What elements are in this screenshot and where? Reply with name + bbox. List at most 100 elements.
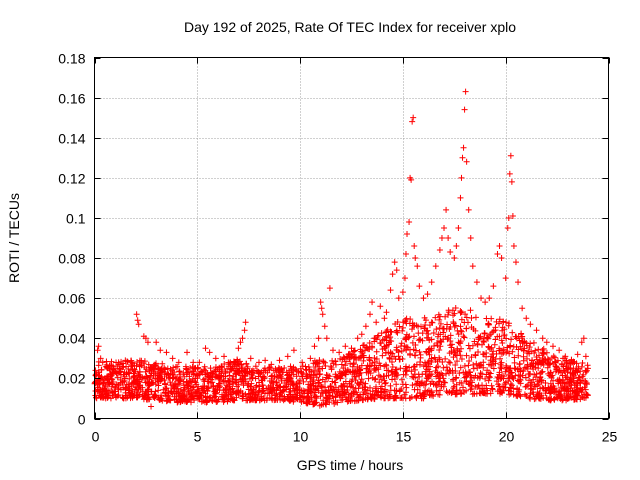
data-point <box>436 324 443 331</box>
data-point <box>505 387 512 394</box>
data-point <box>381 380 388 387</box>
data-point <box>435 311 442 318</box>
data-point <box>419 380 426 387</box>
y-tick-label: 0.06 <box>58 291 85 307</box>
data-point <box>185 388 192 395</box>
data-point <box>400 319 407 326</box>
data-point <box>349 397 356 404</box>
data-point <box>567 370 574 377</box>
data-point <box>158 376 165 383</box>
data-point <box>556 377 563 384</box>
data-point <box>444 367 451 374</box>
data-point <box>275 374 282 381</box>
data-point <box>545 356 552 363</box>
data-point <box>463 371 470 378</box>
data-point <box>198 398 205 405</box>
data-point <box>379 352 386 359</box>
data-point <box>452 322 459 329</box>
data-point <box>582 353 589 360</box>
data-point <box>366 356 373 363</box>
data-point <box>358 376 365 383</box>
data-point <box>493 378 500 385</box>
data-point <box>221 353 228 360</box>
data-point <box>516 337 523 344</box>
data-point <box>315 387 322 394</box>
data-point <box>244 370 251 377</box>
data-point <box>349 376 356 383</box>
data-point <box>320 397 327 404</box>
data-point <box>399 289 406 296</box>
data-point <box>474 340 481 347</box>
data-point <box>417 351 424 358</box>
data-point <box>466 358 473 365</box>
data-point <box>520 339 527 346</box>
data-point <box>516 360 523 367</box>
data-point <box>551 389 558 396</box>
data-point <box>313 359 320 366</box>
data-point <box>214 386 221 393</box>
data-point <box>139 374 146 381</box>
data-point <box>574 369 581 376</box>
data-point <box>130 374 137 381</box>
data-point <box>152 375 159 382</box>
data-point <box>417 323 424 330</box>
data-point <box>189 384 196 391</box>
data-point <box>572 392 579 399</box>
data-point <box>327 383 334 390</box>
data-point <box>359 342 366 349</box>
data-point <box>212 364 219 371</box>
data-point <box>433 382 440 389</box>
data-point <box>424 291 431 298</box>
data-point <box>570 373 577 380</box>
data-point <box>551 396 558 403</box>
data-point <box>249 387 256 394</box>
data-point <box>152 381 159 388</box>
data-point <box>519 305 526 312</box>
data-point <box>581 391 588 398</box>
data-point <box>407 346 414 353</box>
data-point <box>207 379 214 386</box>
data-point <box>310 380 317 387</box>
data-point <box>143 366 150 373</box>
data-point <box>499 327 506 334</box>
data-point <box>242 319 249 326</box>
data-point <box>377 362 384 369</box>
data-point <box>184 379 191 386</box>
data-point <box>316 366 323 373</box>
data-point <box>345 395 352 402</box>
data-point <box>326 285 333 292</box>
data-point <box>235 387 242 394</box>
data-point <box>416 361 423 368</box>
data-point <box>244 382 251 389</box>
data-point <box>322 401 329 408</box>
data-point <box>500 373 507 380</box>
data-point <box>290 382 297 389</box>
data-point <box>480 359 487 366</box>
data-point <box>364 344 371 351</box>
data-point <box>165 393 172 400</box>
data-point <box>515 279 522 286</box>
data-point <box>466 345 473 352</box>
data-point <box>387 349 394 356</box>
data-point <box>103 391 110 398</box>
data-point <box>135 372 142 379</box>
data-point <box>425 361 432 368</box>
data-point <box>252 391 259 398</box>
data-point <box>227 391 234 398</box>
data-point <box>435 391 442 398</box>
data-point <box>457 308 464 315</box>
data-point <box>396 323 403 330</box>
data-point <box>484 387 491 394</box>
data-point <box>402 336 409 343</box>
data-point <box>331 379 338 386</box>
data-point <box>472 372 479 379</box>
data-point <box>224 383 231 390</box>
data-point <box>98 376 105 383</box>
data-point <box>503 364 510 371</box>
data-point <box>415 330 422 337</box>
data-point <box>343 389 350 396</box>
data-point <box>507 390 514 397</box>
data-point <box>387 337 394 344</box>
data-point <box>324 372 331 379</box>
